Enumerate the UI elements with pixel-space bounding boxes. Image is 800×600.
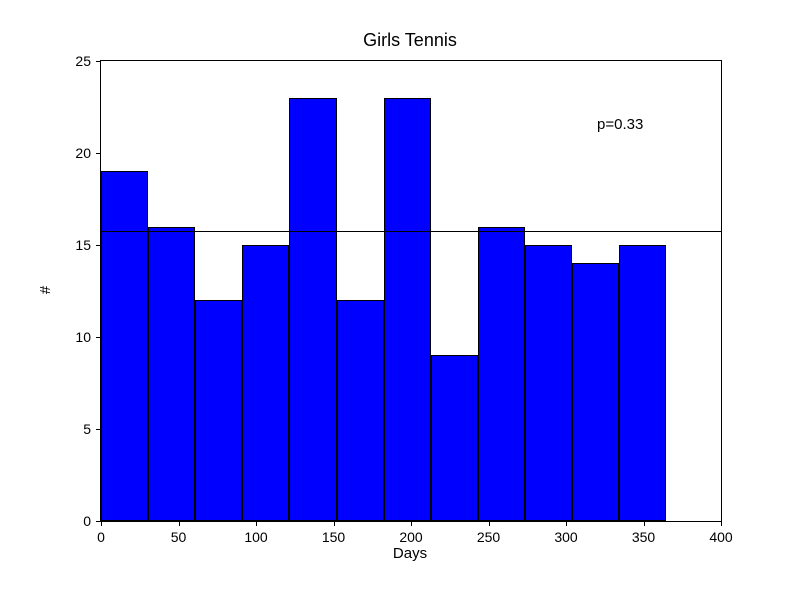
histogram-bar [195, 300, 242, 521]
xtick-label: 250 [477, 521, 500, 545]
histogram-bar [478, 227, 525, 521]
histogram-bar [101, 171, 148, 521]
chart-title: Girls Tennis [100, 30, 720, 51]
xtick-label: 150 [322, 521, 345, 545]
histogram-bar [289, 98, 336, 521]
histogram-bar [337, 300, 384, 521]
x-axis-label: Days [100, 545, 720, 562]
histogram-bar [242, 245, 289, 521]
ytick-label: 20 [75, 145, 101, 161]
p-value-annotation: p=0.33 [597, 116, 643, 133]
histogram-bar [431, 355, 478, 521]
xtick-label: 300 [554, 521, 577, 545]
histogram-bar [148, 227, 195, 521]
ytick-label: 10 [75, 329, 101, 345]
histogram-bar [619, 245, 666, 521]
ytick-label: 5 [83, 421, 101, 437]
xtick-label: 200 [399, 521, 422, 545]
ytick-label: 25 [75, 53, 101, 69]
xtick-label: 400 [709, 521, 732, 545]
chart-container: Girls Tennis # 0501001502002503003504000… [0, 0, 800, 600]
ytick-label: 0 [83, 513, 101, 529]
xtick-label: 50 [171, 521, 187, 545]
reference-line [101, 231, 721, 232]
xtick-label: 100 [244, 521, 267, 545]
histogram-bar [572, 263, 619, 521]
xtick-label: 350 [632, 521, 655, 545]
histogram-bar [384, 98, 431, 521]
ytick-label: 15 [75, 237, 101, 253]
histogram-bar [525, 245, 572, 521]
plot-area: 0501001502002503003504000510152025p=0.33 [100, 60, 722, 522]
